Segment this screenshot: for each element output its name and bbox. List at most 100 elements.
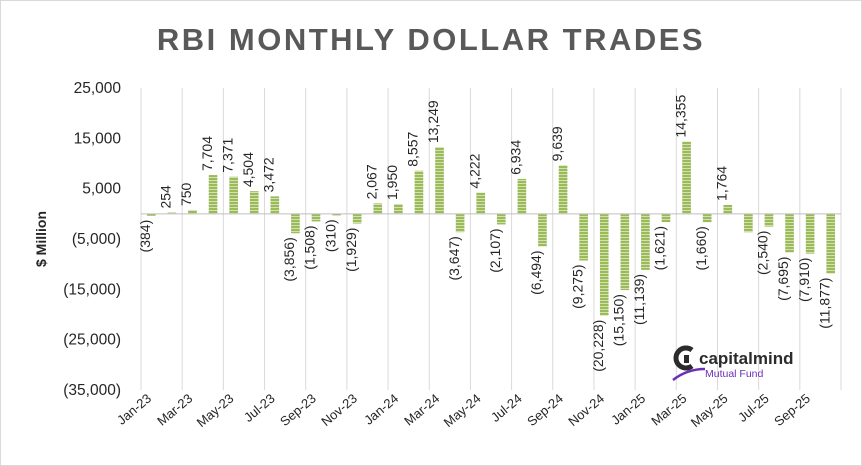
bar-May-24 [476, 192, 486, 214]
bar-Jul-25 [764, 213, 774, 227]
data-label-group: 9,639 [549, 126, 565, 161]
bar-Oct-23 [332, 213, 341, 216]
x-tick-group: Jan-24 [361, 391, 401, 428]
x-tick-label: Mar-23 [154, 391, 195, 429]
data-label: (2,540) [755, 231, 771, 275]
data-label: (11,139) [631, 274, 647, 325]
data-label-group: (310) [322, 219, 338, 252]
data-label: (384) [137, 220, 153, 253]
data-label-group: 6,934 [508, 140, 524, 175]
data-label: (1,929) [343, 228, 359, 272]
x-tick-group: Jan-25 [608, 391, 648, 428]
capitalmind-logo-mark [673, 345, 694, 371]
y-axis-title: $ Million [33, 211, 49, 267]
x-tick-group: Mar-24 [401, 391, 442, 429]
x-tick-label: May-23 [194, 391, 237, 430]
bar-Apr-25 [702, 213, 712, 223]
bar-Feb-25 [661, 213, 671, 222]
x-tick-label: May-25 [688, 391, 731, 430]
bar-Jan-24 [394, 204, 403, 214]
x-tick-group: Sep-24 [524, 391, 566, 429]
data-label: (11,877) [816, 278, 832, 329]
x-tick-group: May-24 [441, 391, 484, 430]
bar-Aug-24 [538, 213, 547, 247]
chart-title: RBI MONTHLY DOLLAR TRADES [157, 22, 705, 57]
bars [141, 141, 841, 316]
y-tick-label: (25,000) [63, 332, 121, 349]
bar-Nov-24 [599, 213, 609, 316]
data-label-group: (3,647) [446, 236, 462, 280]
bar-Aug-23 [291, 213, 300, 234]
x-tick-group: Sep-23 [277, 391, 319, 429]
data-label-group: 1,764 [713, 166, 729, 201]
data-label: (6,494) [528, 251, 544, 295]
bar-Dec-23 [373, 203, 383, 214]
data-label-group: 7,704 [199, 136, 215, 171]
data-label-group: 14,355 [672, 95, 688, 138]
bar-Apr-24 [455, 213, 465, 233]
data-label-group: (11,877) [816, 278, 832, 329]
data-label: 4,222 [466, 153, 482, 188]
data-label-group: (11,139) [631, 274, 647, 325]
logo-subtitle: Mutual Fund [705, 368, 764, 380]
data-label: (3,647) [446, 236, 462, 280]
x-tick-group: Sep-25 [771, 391, 813, 429]
data-label-group: (15,150) [611, 294, 627, 346]
data-label-group: 7,371 [219, 137, 235, 172]
x-tick-label: Mar-25 [648, 391, 689, 429]
data-label-group: (7,910) [796, 258, 812, 302]
x-tick-group: Jul-23 [241, 391, 278, 425]
x-tick-label: Sep-23 [277, 391, 319, 429]
data-label-group: 4,222 [466, 153, 482, 188]
logo-name: capitalmind [699, 349, 793, 368]
bar-Sep-23 [311, 213, 321, 222]
data-label: (1,660) [693, 226, 709, 270]
bar-Jul-24 [517, 178, 527, 214]
x-tick-label: Jan-24 [361, 391, 401, 428]
data-label-group: (9,275) [569, 265, 585, 309]
data-label-group: 1,950 [384, 165, 400, 200]
bar-Jan-25 [641, 213, 650, 270]
data-label-group: 750 [178, 182, 194, 206]
x-tick-label: Jul-24 [488, 391, 525, 425]
data-label: (7,695) [775, 257, 791, 301]
bar-Mar-25 [682, 141, 691, 214]
data-label: 3,472 [261, 157, 277, 192]
y-axis: 25,000 15,000 5,000 (5,000) (15,000) (25,000)… [63, 80, 121, 399]
data-labels: (384) 254 750 7,704 7,371 4,504 3,472 (3,856) (1… [137, 95, 832, 372]
bar-Jul-23 [270, 196, 280, 214]
data-label: 7,704 [199, 136, 215, 171]
bar-Mar-23 [188, 210, 197, 214]
x-tick-label: Jul-25 [735, 391, 772, 425]
bar-Mar-24 [435, 147, 444, 214]
data-label-group: (20,228) [590, 320, 606, 372]
x-tick-label: Mar-24 [401, 391, 442, 429]
y-tick-label: 5,000 [82, 181, 121, 198]
y-tick-label: 15,000 [74, 130, 122, 147]
bar-Sep-24 [558, 165, 568, 214]
gridlines [140, 88, 842, 390]
logo-swoosh [672, 367, 706, 381]
data-label: 13,249 [425, 100, 441, 143]
data-label-group: (384) [137, 220, 153, 253]
data-label: (7,910) [796, 258, 812, 302]
data-label: (20,228) [590, 320, 606, 372]
x-tick-label: Nov-24 [565, 391, 607, 429]
bar-Jan-23 [146, 213, 156, 216]
x-tick-group: May-23 [194, 391, 237, 430]
bar-May-23 [229, 176, 238, 214]
bar-May-25 [723, 204, 733, 214]
data-label-group: (1,929) [343, 228, 359, 272]
data-label: (9,275) [569, 265, 585, 309]
x-tick-group: May-25 [688, 391, 731, 430]
data-label-group: (7,695) [775, 257, 791, 301]
x-tick-label: Jan-25 [608, 391, 648, 428]
data-label: 14,355 [672, 95, 688, 138]
y-tick-label: (15,000) [63, 281, 121, 298]
capitalmind-logo: capitalmind Mutual Fund [672, 345, 793, 381]
data-label-group: (1,621) [652, 226, 668, 270]
data-label-group: (6,494) [528, 251, 544, 295]
data-label: 7,371 [219, 137, 235, 172]
data-label: (2,107) [487, 228, 503, 272]
